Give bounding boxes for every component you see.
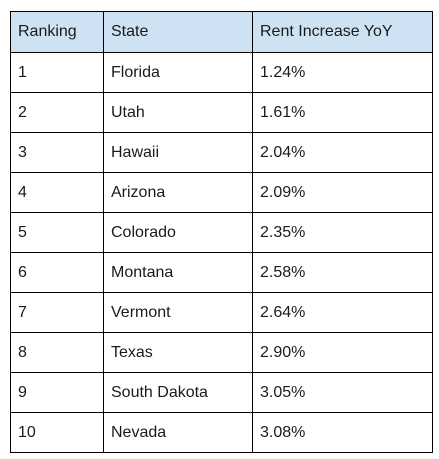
table-row: 7 Vermont 2.64% — [10, 292, 433, 333]
state-cell: Vermont — [103, 292, 253, 333]
rent-increase-cell: 2.64% — [252, 292, 433, 333]
state-cell: Florida — [103, 52, 253, 93]
table-container: Ranking State Rent Increase YoY 1 Florid… — [10, 11, 433, 453]
ranking-cell: 7 — [10, 292, 104, 333]
table-row: 5 Colorado 2.35% — [10, 212, 433, 253]
ranking-cell: 3 — [10, 132, 104, 173]
table-body: 1 Florida 1.24% 2 Utah 1.61% 3 Hawaii 2.… — [10, 52, 433, 453]
header-ranking: Ranking — [10, 11, 104, 53]
rent-increase-cell: 2.90% — [252, 332, 433, 373]
table-row: 3 Hawaii 2.04% — [10, 132, 433, 173]
rent-increase-table: Ranking State Rent Increase YoY 1 Florid… — [10, 11, 433, 453]
rent-increase-cell: 2.04% — [252, 132, 433, 173]
ranking-cell: 1 — [10, 52, 104, 93]
state-cell: Colorado — [103, 212, 253, 253]
rent-increase-cell: 2.09% — [252, 172, 433, 213]
state-cell: Nevada — [103, 412, 253, 453]
state-cell: Arizona — [103, 172, 253, 213]
header-rent-increase: Rent Increase YoY — [252, 11, 433, 53]
rent-increase-cell: 3.08% — [252, 412, 433, 453]
table-row: 2 Utah 1.61% — [10, 92, 433, 133]
table-row: 9 South Dakota 3.05% — [10, 372, 433, 413]
rent-increase-cell: 2.58% — [252, 252, 433, 293]
ranking-cell: 4 — [10, 172, 104, 213]
ranking-cell: 6 — [10, 252, 104, 293]
ranking-cell: 9 — [10, 372, 104, 413]
rent-increase-cell: 3.05% — [252, 372, 433, 413]
table-row: 8 Texas 2.90% — [10, 332, 433, 373]
table-row: 1 Florida 1.24% — [10, 52, 433, 93]
ranking-cell: 8 — [10, 332, 104, 373]
state-cell: Utah — [103, 92, 253, 133]
rent-increase-cell: 1.61% — [252, 92, 433, 133]
header-row: Ranking State Rent Increase YoY — [10, 11, 433, 53]
ranking-cell: 2 — [10, 92, 104, 133]
table-row: 4 Arizona 2.09% — [10, 172, 433, 213]
header-state: State — [103, 11, 253, 53]
state-cell: Montana — [103, 252, 253, 293]
rent-increase-cell: 2.35% — [252, 212, 433, 253]
rent-increase-cell: 1.24% — [252, 52, 433, 93]
table-header: Ranking State Rent Increase YoY — [10, 11, 433, 53]
ranking-cell: 10 — [10, 412, 104, 453]
state-cell: Hawaii — [103, 132, 253, 173]
state-cell: Texas — [103, 332, 253, 373]
ranking-cell: 5 — [10, 212, 104, 253]
table-row: 6 Montana 2.58% — [10, 252, 433, 293]
table-row: 10 Nevada 3.08% — [10, 412, 433, 453]
state-cell: South Dakota — [103, 372, 253, 413]
